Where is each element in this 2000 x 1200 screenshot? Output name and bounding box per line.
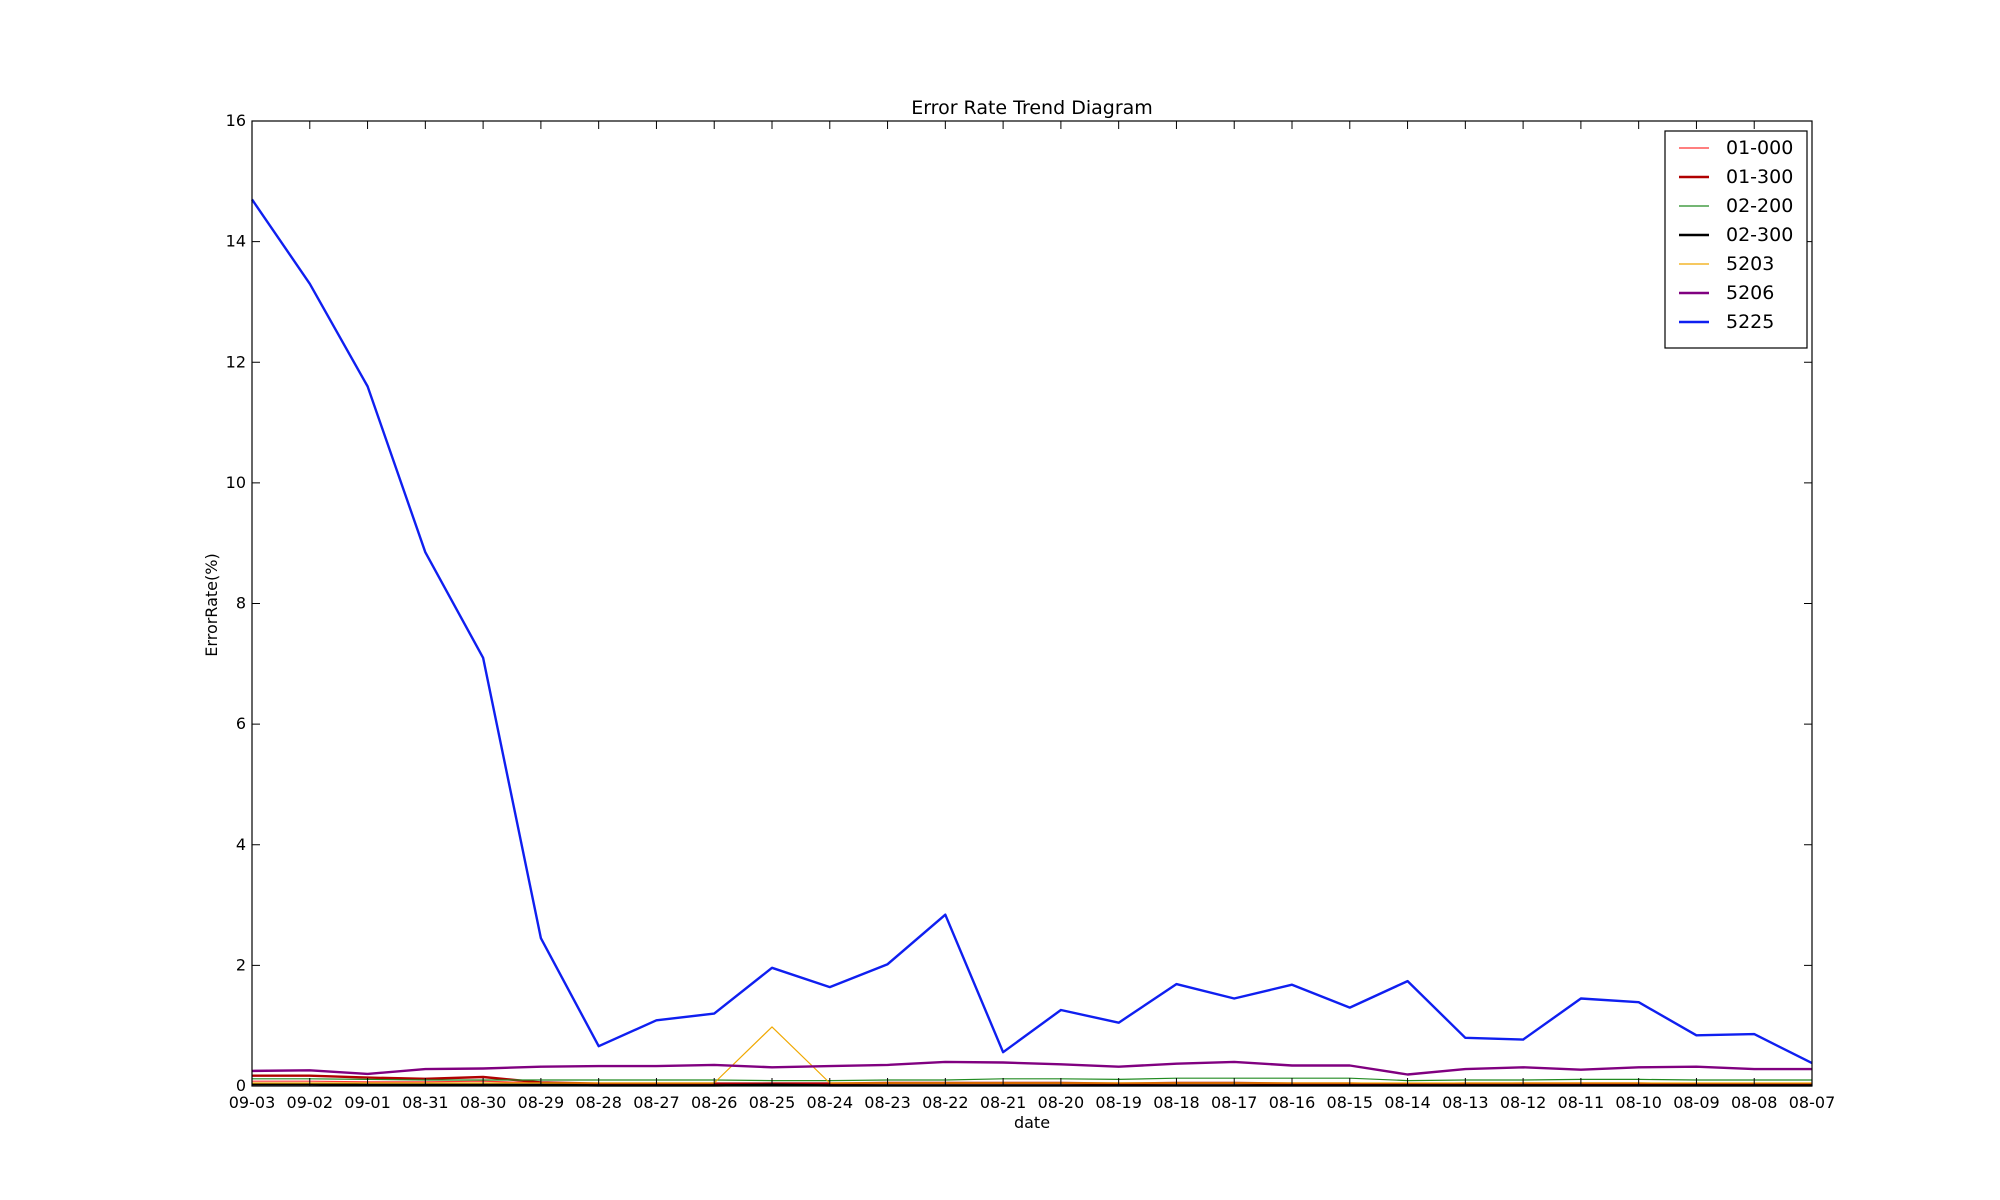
legend-label: 01-000 (1726, 137, 1793, 159)
x-tick-label: 08-17 (1211, 1093, 1258, 1112)
y-tick-label: 2 (236, 955, 246, 974)
y-tick-label: 16 (226, 111, 246, 130)
legend: 01-000 01-300 02-200 02-300 5203 5206 5225 (1664, 130, 1808, 349)
x-tick-label: 08-09 (1673, 1093, 1720, 1112)
x-tick-label: 09-03 (229, 1093, 276, 1112)
x-tick-label: 08-11 (1558, 1093, 1605, 1112)
legend-label: 02-300 (1726, 224, 1793, 246)
legend-box (1664, 130, 1808, 349)
x-tick-label: 09-02 (287, 1093, 334, 1112)
y-tick-label: 0 (236, 1076, 246, 1095)
x-tick-label: 08-13 (1442, 1093, 1489, 1112)
series-line-5203 (252, 1026, 1812, 1084)
series-line-02-300 (252, 1082, 1812, 1087)
x-tick-label: 08-12 (1500, 1093, 1547, 1112)
y-tick-label: 8 (236, 594, 246, 613)
y-tick-label: 10 (226, 473, 246, 492)
x-tick-label: 08-07 (1789, 1093, 1836, 1112)
x-tick-label: 08-18 (1153, 1093, 1200, 1112)
x-tick-label: 08-19 (1095, 1093, 1142, 1112)
x-tick-label: 08-08 (1731, 1093, 1778, 1112)
x-tick-label: 08-26 (691, 1093, 738, 1112)
x-tick-label: 08-25 (749, 1093, 796, 1112)
series-line-5225 (251, 198, 1813, 1065)
x-tick-label: 08-27 (633, 1093, 680, 1112)
x-tick-label: 08-15 (1327, 1093, 1374, 1112)
x-tick-label: 08-16 (1269, 1093, 1316, 1112)
x-tick-label: 08-10 (1615, 1093, 1662, 1112)
axes-layer: 0 2 4 6 8 10 12 14 16 09-03 09-02 09-01 08-31 08-30 08… (226, 111, 1836, 1112)
chart-title: Error Rate Trend Diagram (911, 97, 1153, 119)
y-axis-label: ErrorRate(%) (202, 553, 221, 656)
x-tick-label: 08-22 (922, 1093, 969, 1112)
x-tick-label: 08-21 (980, 1093, 1027, 1112)
y-tick-label: 6 (236, 714, 246, 733)
y-tick-label: 14 (226, 232, 246, 251)
legend-label: 5206 (1726, 282, 1774, 304)
legend-label: 5203 (1726, 253, 1774, 275)
series-line-5206 (251, 1060, 1812, 1076)
x-axis-label: date (1014, 1113, 1050, 1132)
x-tick-label: 08-23 (864, 1093, 911, 1112)
x-tick-label: 08-31 (402, 1093, 449, 1112)
y-tick-label: 4 (236, 835, 246, 854)
x-tick-label: 08-30 (460, 1093, 507, 1112)
x-tick-label: 08-28 (575, 1093, 622, 1112)
legend-label: 5225 (1726, 311, 1774, 333)
series-line-02-200 (252, 1077, 1812, 1082)
x-tick-label: 08-29 (518, 1093, 565, 1112)
x-tick-label: 08-20 (1038, 1093, 1085, 1112)
y-tick-label: 12 (226, 352, 246, 371)
x-tick-label: 09-01 (344, 1093, 391, 1112)
x-tick-label: 08-14 (1384, 1093, 1431, 1112)
legend-label: 01-300 (1726, 166, 1793, 188)
series-layer (251, 198, 1813, 1087)
x-tick-label: 08-24 (807, 1093, 854, 1112)
legend-label: 02-200 (1726, 195, 1793, 217)
